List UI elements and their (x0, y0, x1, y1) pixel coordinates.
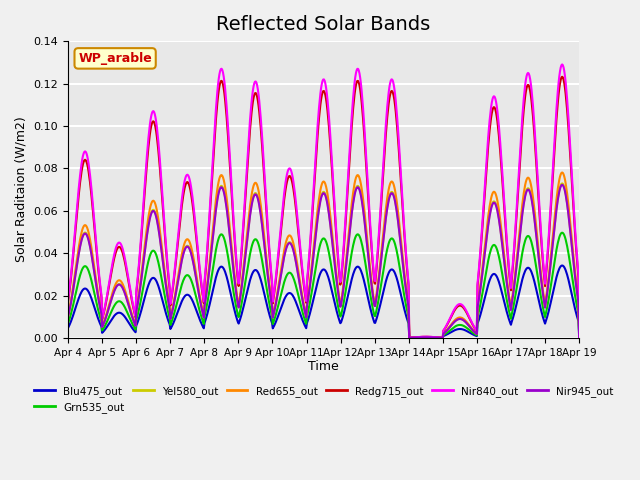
Nir840_out (126, 285, 134, 290)
Red655_out (126, 304, 134, 310)
Red655_out (385, 183, 393, 189)
Nir840_out (178, 197, 186, 203)
Redg715_out (64, 299, 72, 305)
Grn535_out (178, 282, 186, 288)
Grn535_out (558, 230, 566, 236)
Blu475_out (385, 269, 393, 275)
Nir840_out (558, 61, 566, 67)
Redg715_out (178, 203, 186, 209)
Redg715_out (385, 96, 393, 101)
Yel580_out (385, 193, 393, 199)
Line: Redg715_out: Redg715_out (68, 77, 579, 338)
Yel580_out (575, 335, 583, 341)
Yel580_out (126, 306, 134, 312)
Red655_out (205, 267, 212, 273)
Blu475_out (178, 299, 186, 304)
Nir840_out (205, 222, 212, 228)
Grn535_out (74, 284, 81, 289)
Nir840_out (74, 202, 81, 207)
Blu475_out (205, 305, 212, 311)
Redg715_out (205, 228, 212, 233)
Red655_out (575, 335, 583, 341)
Line: Yel580_out: Yel580_out (68, 183, 579, 338)
Redg715_out (126, 287, 134, 292)
Nir945_out (401, 274, 408, 280)
Blu475_out (575, 335, 583, 341)
Grn535_out (126, 315, 134, 321)
Nir945_out (126, 307, 134, 312)
Grn535_out (205, 292, 212, 298)
Blu475_out (401, 306, 408, 312)
Yel580_out (178, 257, 186, 263)
Line: Blu475_out: Blu475_out (68, 265, 579, 338)
Red655_out (558, 169, 566, 175)
Red655_out (64, 312, 72, 318)
Red655_out (401, 269, 408, 275)
Nir945_out (178, 258, 186, 264)
Redg715_out (401, 231, 408, 237)
Redg715_out (558, 74, 566, 80)
Yel580_out (205, 271, 212, 277)
Text: WP_arable: WP_arable (78, 52, 152, 65)
Nir945_out (64, 314, 72, 320)
Nir945_out (558, 182, 566, 188)
Legend: Blu475_out, Grn535_out, Yel580_out, Red655_out, Redg715_out, Nir840_out, Nir945_: Blu475_out, Grn535_out, Yel580_out, Red6… (30, 382, 618, 417)
Redg715_out (74, 207, 81, 213)
Line: Nir945_out: Nir945_out (68, 185, 579, 338)
Redg715_out (575, 335, 583, 341)
Nir840_out (64, 297, 72, 303)
Yel580_out (558, 180, 566, 186)
Grn535_out (401, 293, 408, 299)
Red655_out (178, 252, 186, 257)
Nir945_out (575, 335, 583, 341)
Blu475_out (64, 325, 72, 331)
Line: Red655_out: Red655_out (68, 172, 579, 338)
Blu475_out (558, 263, 566, 268)
Yel580_out (401, 274, 408, 279)
X-axis label: Time: Time (308, 360, 339, 373)
Grn535_out (385, 239, 393, 244)
Blu475_out (74, 300, 81, 305)
Nir840_out (385, 84, 393, 90)
Y-axis label: Solar Raditaion (W/m2): Solar Raditaion (W/m2) (15, 117, 28, 263)
Nir945_out (385, 195, 393, 201)
Grn535_out (64, 321, 72, 326)
Blu475_out (126, 322, 134, 327)
Nir945_out (74, 260, 81, 266)
Grn535_out (575, 335, 583, 341)
Yel580_out (64, 314, 72, 320)
Nir945_out (205, 272, 212, 277)
Title: Reflected Solar Bands: Reflected Solar Bands (216, 15, 431, 34)
Yel580_out (74, 260, 81, 265)
Nir840_out (401, 226, 408, 232)
Line: Grn535_out: Grn535_out (68, 233, 579, 338)
Nir840_out (575, 335, 583, 341)
Red655_out (74, 254, 81, 260)
Line: Nir840_out: Nir840_out (68, 64, 579, 338)
